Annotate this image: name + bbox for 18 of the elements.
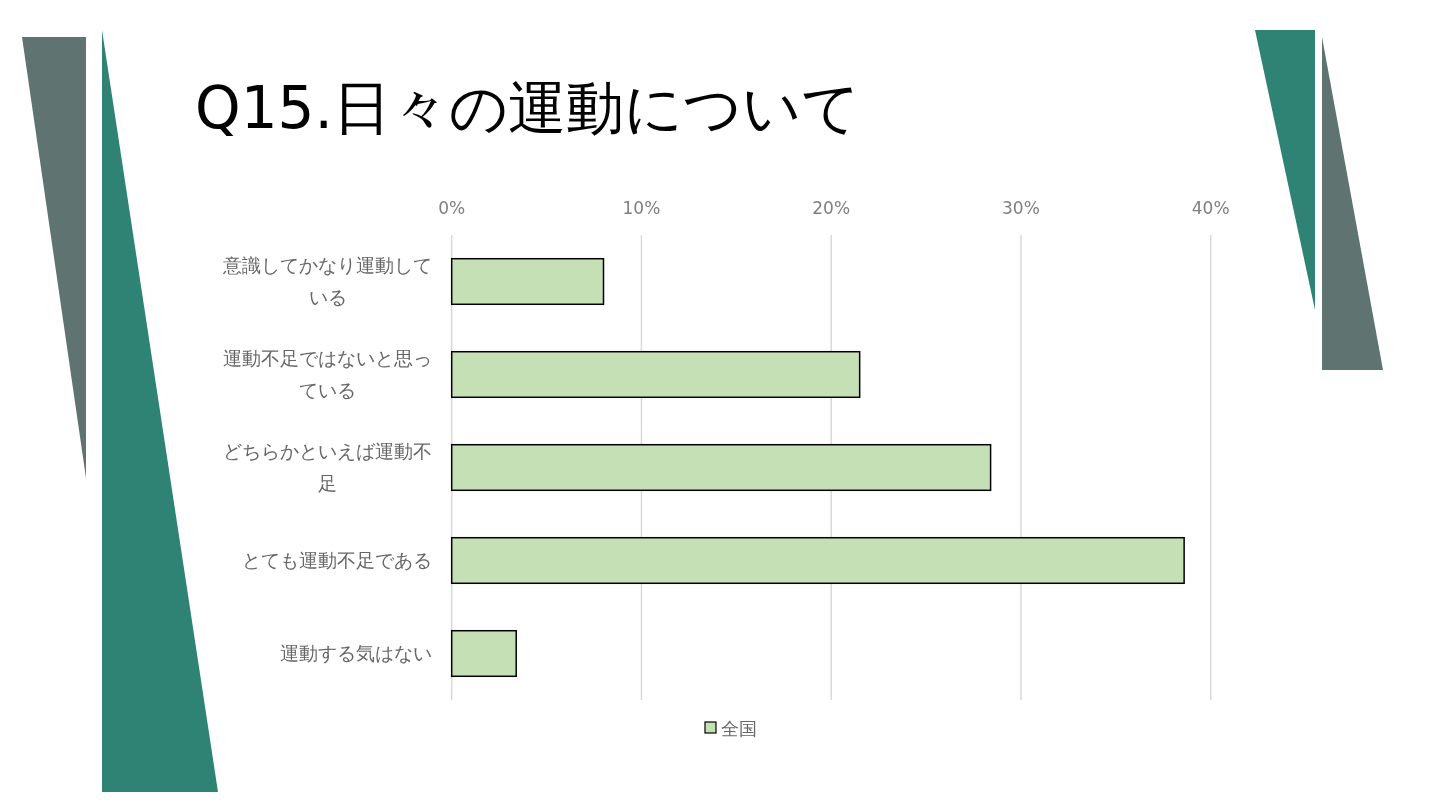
y-tick-label: どちらかといえば運動不足 xyxy=(223,440,432,495)
bar xyxy=(450,629,517,678)
x-tick-label: 20% xyxy=(812,198,851,218)
legend: 全国 xyxy=(704,717,757,739)
bar xyxy=(450,350,861,399)
x-tick-label: 30% xyxy=(1002,198,1040,218)
y-tick-label: とても運動不足である xyxy=(242,549,432,572)
legend-label: 全国 xyxy=(721,717,757,739)
x-tick-label: 10% xyxy=(622,198,661,218)
bar xyxy=(450,443,992,492)
chart-title: Q15.日々の運動について xyxy=(195,74,860,142)
bar xyxy=(450,536,1185,585)
bar xyxy=(450,257,605,306)
x-tick-label: 0% xyxy=(438,198,466,218)
y-tick-label: 運動不足ではないと思っている xyxy=(223,347,432,402)
y-tick-label: 意識してかなり運動している xyxy=(222,254,432,309)
x-tick-label: 40% xyxy=(1191,198,1230,218)
y-tick-label: 運動する気はない xyxy=(280,642,432,665)
